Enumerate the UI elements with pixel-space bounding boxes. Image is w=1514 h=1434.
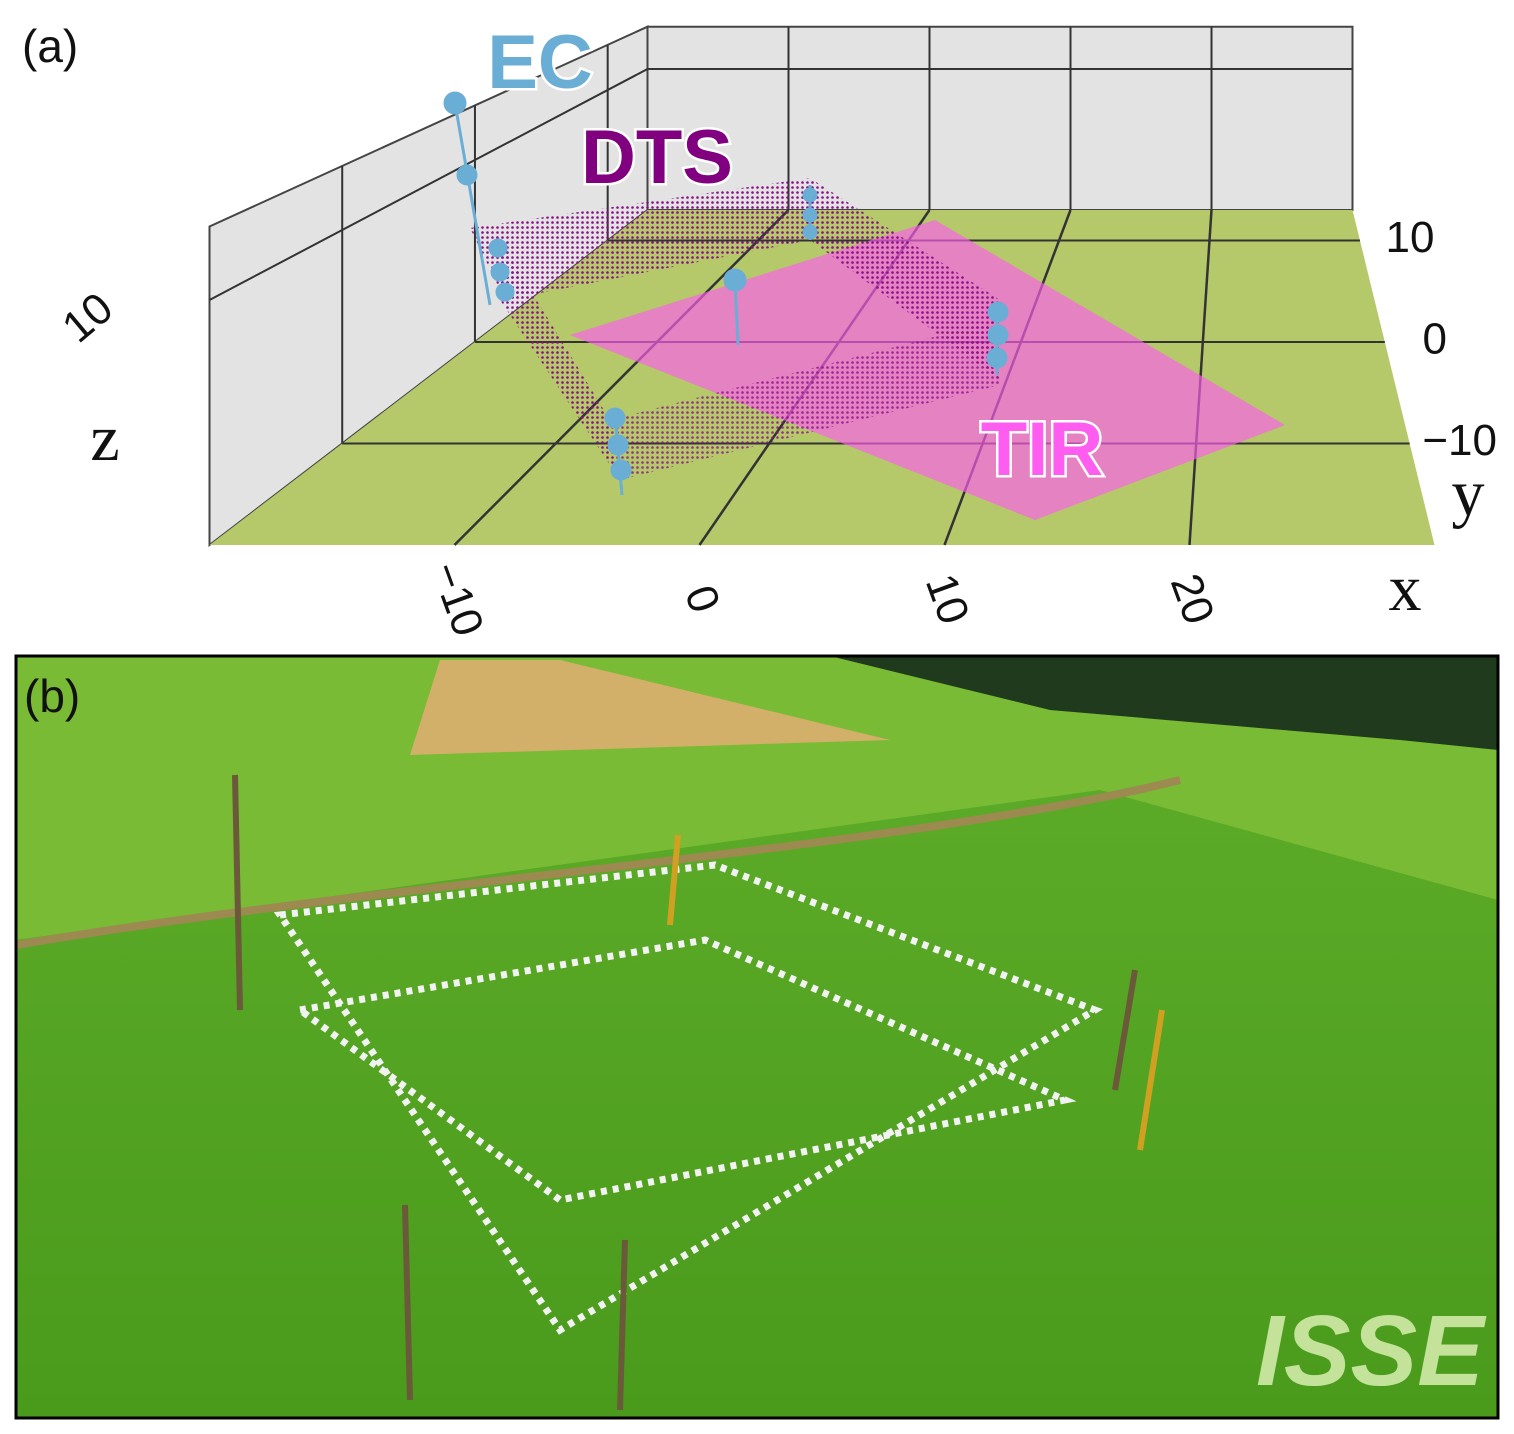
legend-ec: EC [487,20,593,105]
photo-frame [14,654,1500,1420]
y-tick-label: 10 [1385,213,1434,262]
dts-fence [810,178,1000,380]
far-field [16,656,1498,940]
dts-fence [470,178,810,300]
track [15,776,1181,949]
z-axis-label: z [90,402,119,475]
logo: ISSE [1256,1295,1487,1407]
harvested-field [410,660,890,755]
panel-b: ISSE (b) [14,654,1500,1420]
x-tick-label: 10 [916,568,979,631]
x-tick-label: 20 [1161,568,1224,631]
poles [232,774,1165,1411]
legend-dts: DTS [581,115,733,200]
y-tick-label: 0 [1423,315,1447,364]
y-tick-label: −10 [1422,416,1497,465]
panel-label: (a) [22,20,78,72]
sensor-layout [443,91,1285,520]
y-axis-label: y [1452,457,1485,530]
dts-fence [610,320,1000,480]
back-wall [646,25,1354,211]
x-tick-label: 0 [675,579,729,619]
dts-fence [495,232,620,480]
grid-line [453,209,790,546]
tree-line [830,656,1498,750]
dts-loops [273,861,1103,1335]
ec-sensors [443,91,1009,496]
grid-line [209,68,648,301]
x-axis-label: x [1389,552,1422,625]
panel-label: (b) [24,670,80,722]
x-tick-label: −10 [421,556,493,643]
z-tick-label: 10 [53,283,122,352]
legend-tir: TIR [981,407,1103,492]
